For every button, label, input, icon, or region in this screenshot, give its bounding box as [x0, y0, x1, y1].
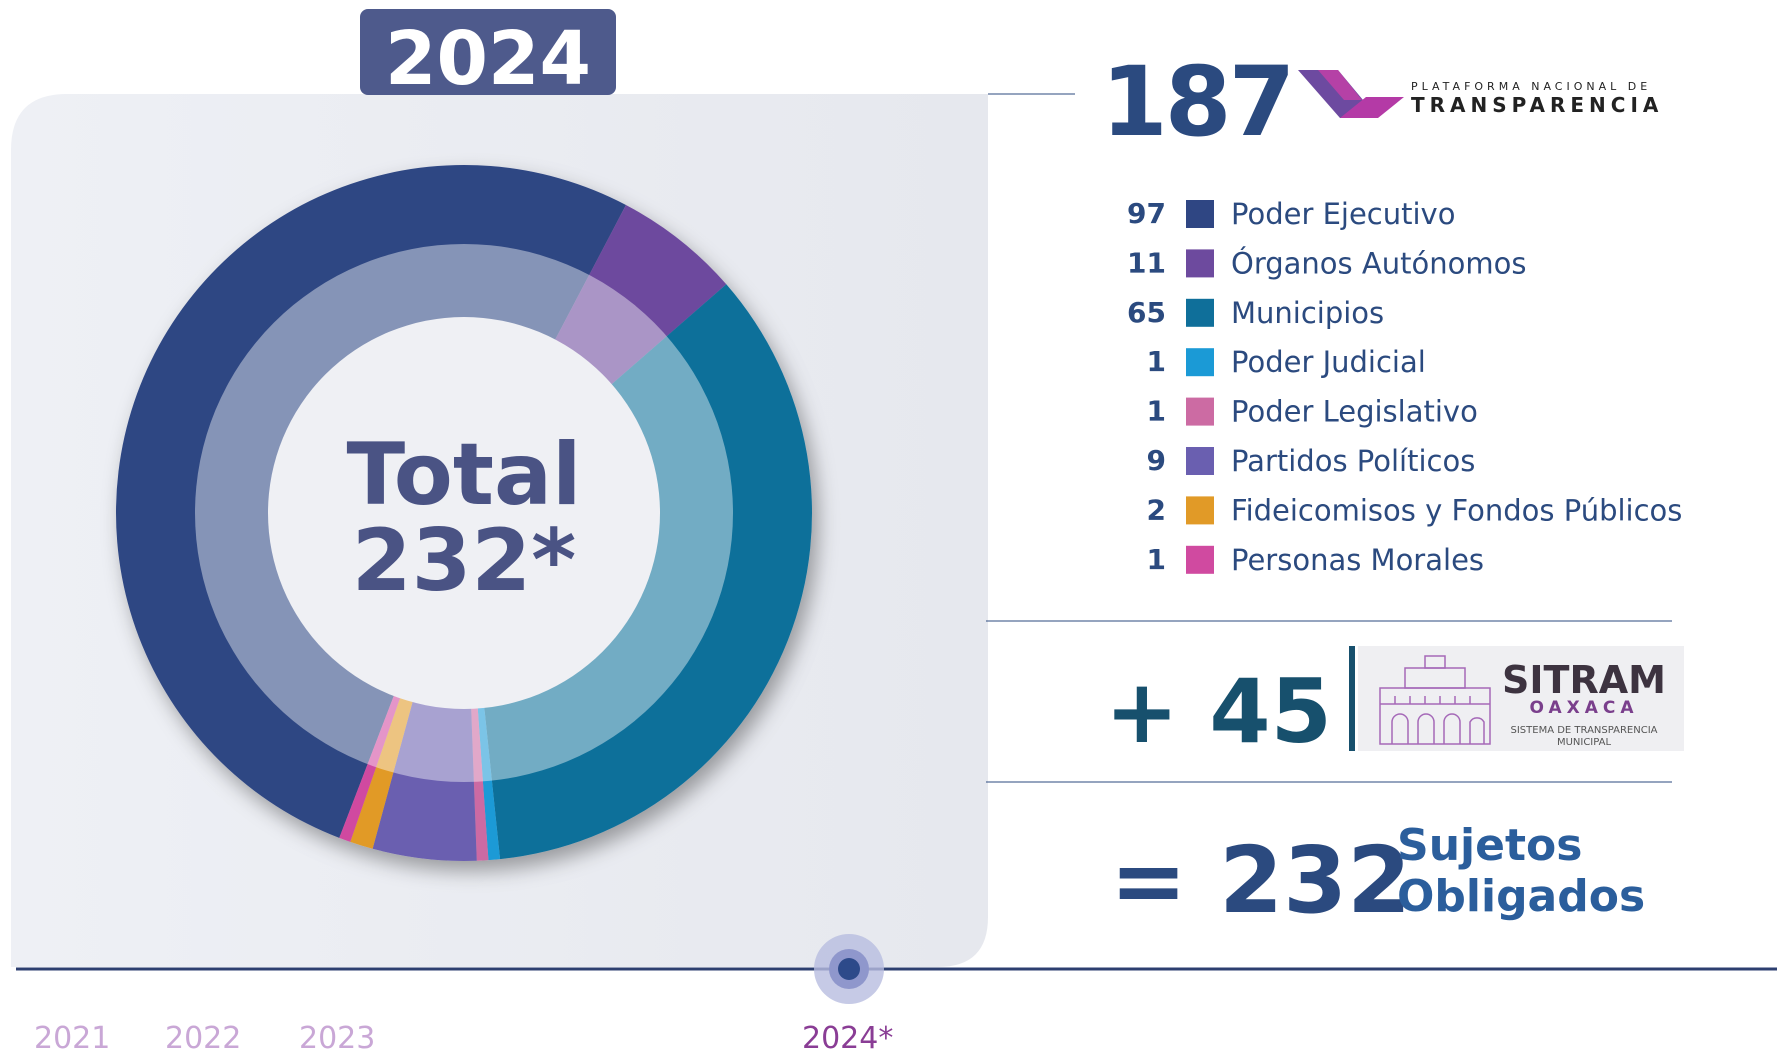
sitram-line1: SISTEMA DE TRANSPARENCIA: [1511, 725, 1658, 736]
legend-swatch: [1186, 348, 1214, 377]
result-count: = 232: [1110, 827, 1411, 934]
sitram-line2: MUNICIPAL: [1557, 737, 1612, 748]
legend-value: 11: [1127, 246, 1166, 279]
legend-value: 1: [1147, 543, 1166, 576]
pnt-logo-line1: PLATAFORMA NACIONAL DE: [1411, 80, 1651, 93]
legend-swatch: [1186, 298, 1214, 327]
pnt-logo: PLATAFORMA NACIONAL DE TRANSPARENCIA: [1298, 70, 1663, 118]
timeline-year[interactable]: 2022: [165, 1021, 241, 1055]
center-value: 232*: [352, 511, 577, 611]
pnt-count: 187: [1101, 46, 1292, 158]
legend-label: Partidos Políticos: [1231, 444, 1475, 478]
sitram-title: SITRAM: [1502, 658, 1666, 702]
sitram-logo: SITRAM OAXACA SISTEMA DE TRANSPARENCIA M…: [1358, 646, 1684, 751]
legend-swatch: [1186, 545, 1214, 574]
timeline-year[interactable]: 2021: [34, 1021, 110, 1055]
legend-value: 2: [1147, 493, 1166, 526]
legend-label: Poder Ejecutivo: [1231, 197, 1455, 231]
pnt-logo-line2: TRANSPARENCIA: [1411, 93, 1663, 117]
legend-label: Poder Legislativo: [1231, 395, 1478, 429]
legend-label: Fideicomisos y Fondos Públicos: [1231, 493, 1682, 527]
year-tab-label: 2024: [385, 16, 591, 102]
donut-hole: [268, 317, 660, 709]
timeline-year[interactable]: 2023: [299, 1021, 375, 1055]
legend-label: Poder Judicial: [1231, 345, 1426, 379]
legend-label: Personas Morales: [1231, 543, 1484, 577]
legend-value: 9: [1147, 444, 1166, 477]
legend-value: 1: [1147, 395, 1166, 428]
center-label: Total: [347, 425, 582, 525]
legend-swatch: [1186, 200, 1214, 228]
sitram-subtitle: OAXACA: [1529, 698, 1638, 718]
legend-label: Órganos Autónomos: [1231, 246, 1526, 280]
legend-value: 1: [1147, 345, 1166, 378]
legend-value: 65: [1127, 296, 1166, 329]
timeline-dot[interactable]: [838, 958, 860, 980]
legend-swatch: [1186, 249, 1214, 278]
year-tab: [360, 9, 616, 95]
result-label: Obligados: [1397, 871, 1645, 922]
legend-swatch: [1186, 447, 1214, 475]
timeline-year[interactable]: 2024*: [802, 1021, 893, 1055]
result-label: Sujetos: [1397, 820, 1582, 871]
legend-label: Municipios: [1231, 296, 1384, 330]
sitram-count: + 45: [1105, 660, 1332, 763]
legend-value: 97: [1127, 197, 1166, 230]
legend-swatch: [1186, 496, 1214, 525]
legend-swatch: [1186, 397, 1214, 426]
sitram-bar: [1349, 646, 1355, 751]
